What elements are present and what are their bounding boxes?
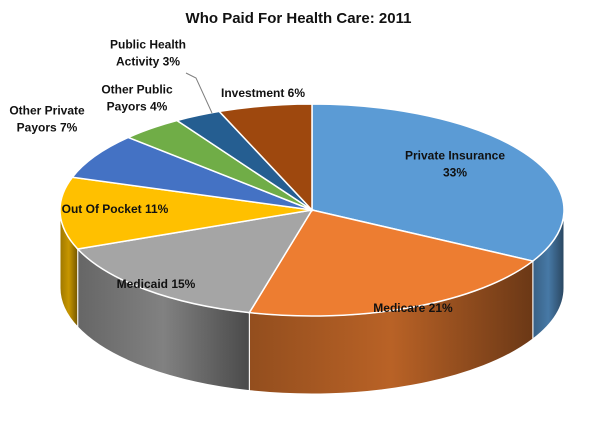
pie-slice-medicaid	[76, 208, 314, 314]
chart-title: Who Paid For Health Care: 2011	[185, 10, 412, 27]
slice-label-other-public-payors: Other Public Payors 4%	[101, 83, 173, 114]
pie-slice-out-of-pocket	[59, 176, 313, 250]
slice-label-investment: Investment 6%	[221, 86, 305, 100]
slice-label-line: Other Public	[101, 83, 173, 97]
slice-label-line: 33%	[443, 166, 467, 180]
slice-label-medicare: Medicare 21%	[373, 301, 453, 315]
slice-label-line: Activity 3%	[116, 55, 180, 69]
pie-slice-other-private-payors	[70, 136, 313, 211]
slice-label-line: Out Of Pocket 11%	[62, 202, 169, 216]
pie-slice-investment	[217, 103, 313, 212]
slice-label-public-health-activity: Public Health Activity 3%	[110, 38, 186, 69]
pie-slice-medicare	[248, 209, 535, 317]
slice-label-line: Medicaid 15%	[117, 277, 196, 291]
slice-label-medicaid: Medicaid 15%	[117, 277, 196, 291]
slice-label-line: Payors 4%	[107, 100, 168, 114]
pie-slice-private-insurance	[311, 103, 565, 262]
slice-label-out-of-pocket: Out Of Pocket 11%	[62, 202, 169, 216]
slice-label-line: Payors 7%	[17, 121, 78, 135]
slice-label-line: Private Insurance	[405, 149, 505, 163]
slice-label-line: Investment 6%	[221, 86, 305, 100]
slice-label-private-insurance: Private Insurance 33%	[405, 149, 505, 180]
slice-label-line: Medicare 21%	[373, 301, 453, 315]
slice-label-other-private-payors: Other Private Payors 7%	[9, 104, 85, 135]
slice-label-line: Other Private	[9, 104, 85, 118]
leader-line-public-health-activity	[185, 72, 213, 114]
slice-label-line: Public Health	[110, 38, 186, 52]
